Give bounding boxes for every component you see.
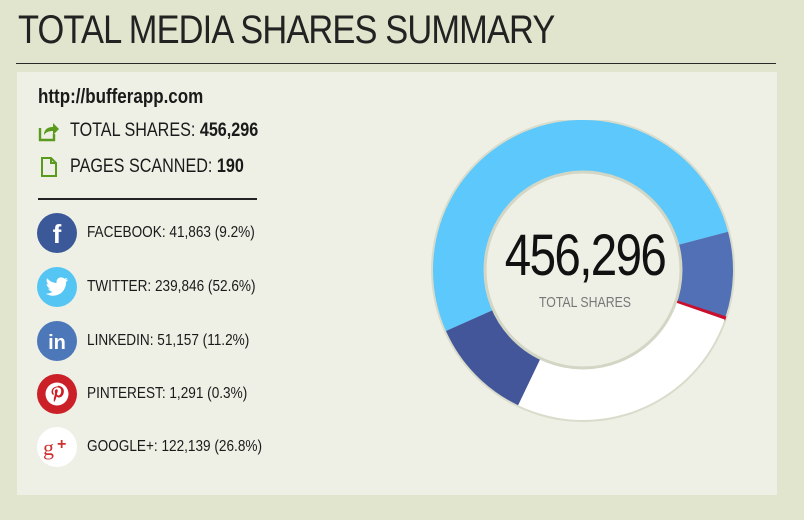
total-shares-label: TOTAL SHARES: (70, 120, 196, 141)
svg-text:in: in (48, 332, 66, 354)
donut-hole (483, 170, 683, 370)
linkedin-label: LINKEDIN: 51,157 (11.2%) (87, 332, 250, 349)
google-plus-label: GOOGLE+: 122,139 (26.8%) (87, 438, 263, 455)
facebook-icon[interactable]: f (37, 213, 77, 253)
donut-slice-facebook[interactable] (674, 231, 733, 317)
network-row-twitter: TWITTER: 239,846 (52.6%) (37, 267, 285, 307)
share-icon (38, 120, 60, 142)
svg-text:g: g (43, 435, 54, 460)
twitter-label: TWITTER: 239,846 (52.6%) (87, 278, 256, 295)
total-shares-row: TOTAL SHARES: 456,296 (38, 120, 291, 142)
linkedin-icon[interactable]: in (37, 321, 77, 361)
network-row-google-plus: g + GOOGLE+: 122,139 (26.8%) (37, 427, 293, 467)
donut-chart: 456,296 TOTAL SHARES (430, 118, 740, 430)
donut-center-label: TOTAL SHARES (538, 294, 632, 311)
network-row-facebook: f FACEBOOK: 41,863 (9.2%) (37, 213, 284, 253)
pages-scanned-value: 190 (216, 156, 244, 177)
donut-center-value: 456,296 (504, 223, 667, 288)
donut-chart-svg (431, 118, 735, 422)
page-title: TOTAL MEDIA SHARES SUMMARY (18, 8, 555, 52)
donut-slice-linkedin[interactable] (445, 309, 542, 406)
pinterest-icon[interactable] (37, 374, 77, 414)
pages-scanned-row: PAGES SCANNED: 190 (38, 156, 275, 178)
left-divider (38, 198, 257, 200)
pages-scanned-label: PAGES SCANNED: (70, 156, 213, 177)
facebook-label: FACEBOOK: 41,863 (9.2%) (87, 224, 255, 241)
total-shares-value: 456,296 (199, 120, 259, 141)
svg-text:f: f (53, 219, 62, 249)
twitter-icon[interactable] (37, 267, 77, 307)
donut-slice-twitter[interactable] (433, 120, 729, 332)
pages-scanned-text: PAGES SCANNED: 190 (70, 156, 244, 178)
pinterest-label: PINTEREST: 1,291 (0.3%) (87, 385, 248, 402)
total-shares-text: TOTAL SHARES: 456,296 (70, 120, 258, 142)
network-row-pinterest: PINTEREST: 1,291 (0.3%) (37, 374, 276, 414)
site-url[interactable]: http://bufferapp.com (38, 86, 204, 108)
title-divider (16, 63, 776, 64)
page-icon (38, 156, 60, 178)
google-plus-icon[interactable]: g + (37, 427, 77, 467)
network-row-linkedin: in LINKEDIN: 51,157 (11.2%) (37, 321, 278, 361)
svg-text:+: + (57, 436, 66, 453)
